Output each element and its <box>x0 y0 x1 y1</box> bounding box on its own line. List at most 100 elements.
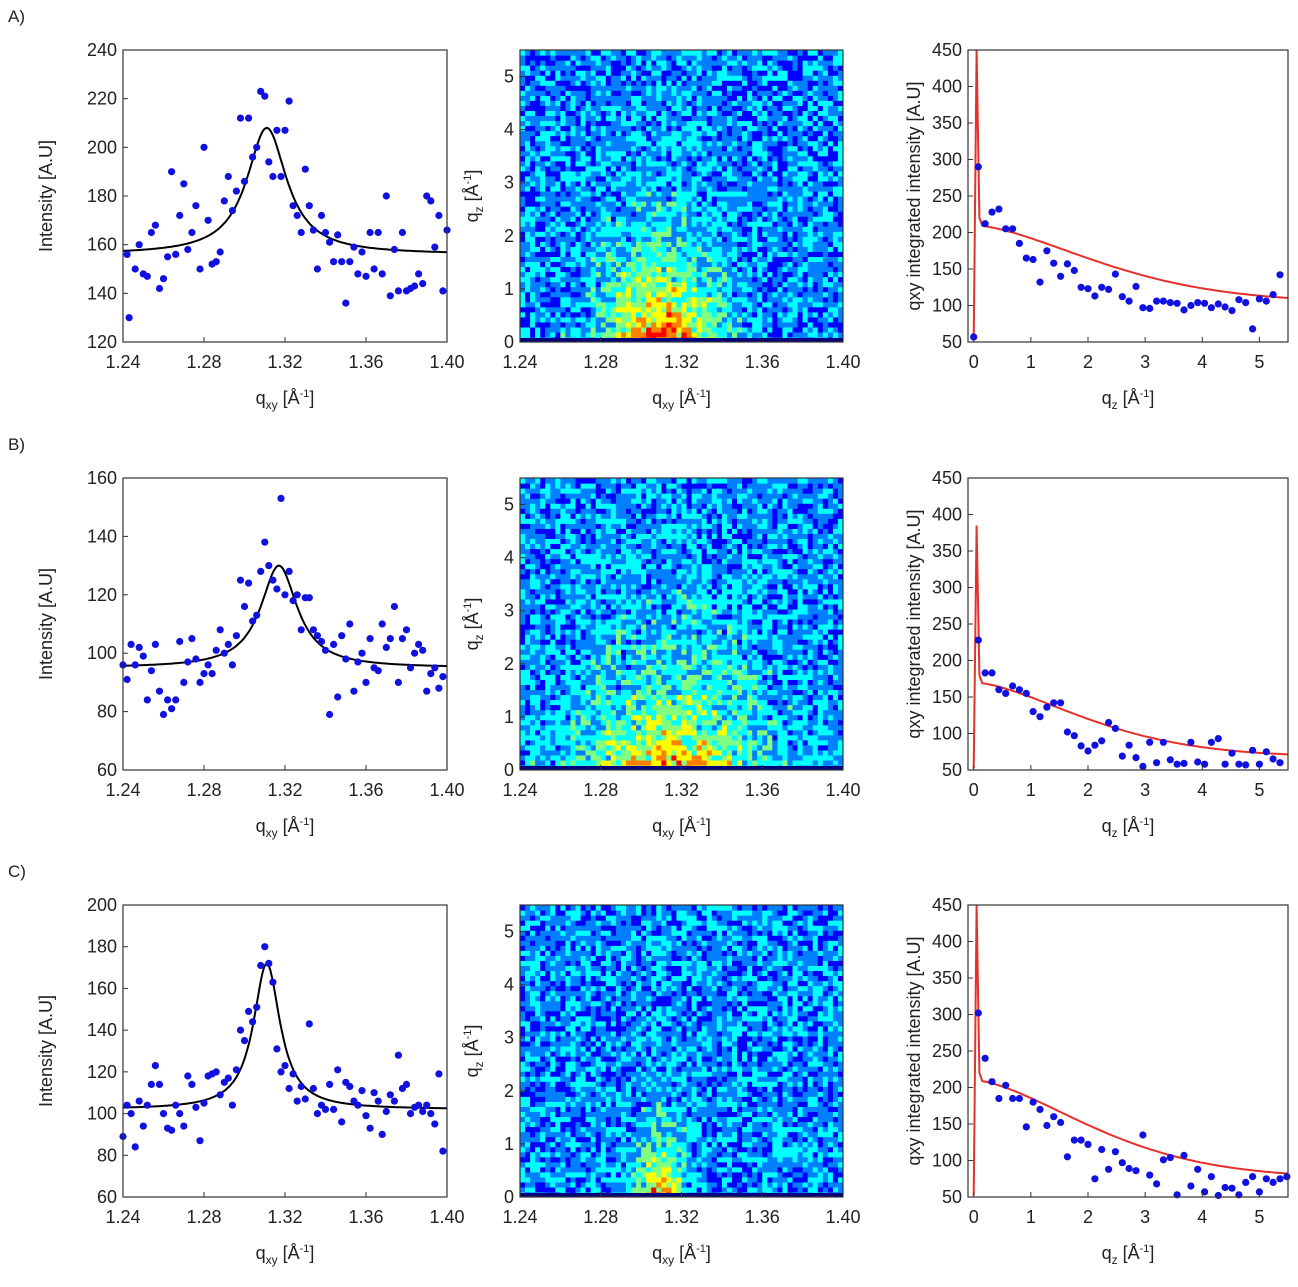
heatmap-cell <box>631 201 637 207</box>
heatmap-cell <box>802 105 809 112</box>
heatmap-cell <box>565 488 572 494</box>
heatmap-cell <box>520 281 526 288</box>
heatmap-cell <box>555 130 561 137</box>
heatmap-cell <box>797 201 804 207</box>
heatmap-cell <box>686 50 693 56</box>
heatmap-cell <box>545 115 551 122</box>
heatmap-cell <box>535 759 541 766</box>
heatmap-cell <box>797 316 804 323</box>
heatmap-cell <box>550 246 556 252</box>
data-point <box>1105 285 1113 293</box>
heatmap-cell <box>737 246 743 252</box>
heatmap-cell <box>525 226 531 232</box>
heatmap-cell <box>570 105 577 112</box>
heatmap-cell <box>535 145 541 152</box>
heatmap-cell <box>615 296 622 303</box>
heatmap-cell <box>747 105 753 112</box>
heatmap-cell <box>535 211 541 217</box>
heatmap-cell <box>565 729 572 736</box>
x-tick-label: 1.40 <box>429 352 464 372</box>
heatmap-cell <box>711 196 718 202</box>
heatmap-cell <box>530 286 536 293</box>
heatmap-cell <box>525 568 531 575</box>
heatmap-cell <box>752 85 758 91</box>
heatmap-cell <box>555 140 561 147</box>
heatmap-cell <box>530 493 536 499</box>
heatmap-cell <box>837 306 843 313</box>
heatmap-cell <box>575 669 582 675</box>
heatmap-cell <box>620 216 627 222</box>
heatmap-cell <box>716 241 723 247</box>
heatmap-cell <box>666 145 673 152</box>
heatmap-cell <box>565 241 572 247</box>
heatmap-cell <box>585 699 592 706</box>
heatmap-cell <box>706 110 713 117</box>
heatmap-cell <box>520 90 526 96</box>
heatmap-cell <box>530 543 536 550</box>
heatmap-cell <box>625 75 632 81</box>
heatmap-cell <box>535 115 541 122</box>
data-point <box>1009 225 1017 233</box>
heatmap-cell <box>767 165 773 172</box>
heatmap-cell <box>575 568 582 575</box>
heatmap-cell <box>686 65 693 71</box>
heatmap-cell <box>525 654 531 660</box>
heatmap-cell <box>772 120 778 127</box>
heatmap-cell <box>560 588 567 595</box>
data-point <box>1228 307 1236 315</box>
heatmap-cell <box>817 50 824 56</box>
heatmap-cell <box>676 85 683 91</box>
heatmap-cell <box>817 256 824 263</box>
heatmap-cell <box>797 75 804 81</box>
heatmap-cell <box>792 135 799 142</box>
heatmap-cell <box>636 276 642 283</box>
heatmap-cell <box>595 694 602 701</box>
heatmap-cell <box>792 60 799 66</box>
heatmap-cell <box>535 588 541 595</box>
heatmap-cell <box>762 316 768 323</box>
heatmap-cell <box>691 90 698 96</box>
heatmap-cell <box>530 573 536 580</box>
heatmap-cell <box>802 251 809 258</box>
heatmap-cell <box>787 155 794 162</box>
heatmap-cell <box>530 226 536 232</box>
heatmap-cell <box>807 160 814 167</box>
heatmap-cell <box>837 286 843 293</box>
heatmap-cell <box>676 165 683 172</box>
heatmap-cell <box>600 105 607 112</box>
heatmap-cell <box>837 145 843 152</box>
heatmap-cell <box>610 155 617 162</box>
heatmap-cell <box>817 125 824 132</box>
heatmap-cell <box>625 85 632 91</box>
heatmap-cell <box>681 231 688 237</box>
heatmap-cell <box>812 326 819 333</box>
heatmap-cell <box>631 85 637 91</box>
heatmap-cell <box>757 130 763 137</box>
heatmap-cell <box>535 321 541 328</box>
heatmap-cell <box>575 190 582 197</box>
heatmap-cell <box>631 266 637 273</box>
heatmap-cell <box>711 120 718 127</box>
heatmap-cell <box>535 709 541 716</box>
heatmap-cell <box>580 578 587 585</box>
heatmap-cell <box>651 55 657 61</box>
heatmap-cell <box>696 190 703 197</box>
heatmap-cell <box>585 115 592 122</box>
heatmap-cell <box>525 135 531 142</box>
heatmap-cell <box>610 311 617 318</box>
y-tick-label: 150 <box>932 259 962 279</box>
heatmap-cell <box>555 704 561 711</box>
heatmap-cell <box>797 50 804 56</box>
heatmap-cell <box>742 105 748 112</box>
heatmap-cell <box>676 226 683 232</box>
data-point <box>330 640 338 649</box>
heatmap-cell <box>812 135 819 142</box>
heatmap-cell <box>550 196 556 202</box>
heatmap-cell <box>560 211 567 217</box>
heatmap-cell <box>540 583 546 590</box>
heatmap-cell <box>777 185 784 192</box>
heatmap-cell <box>671 150 678 157</box>
heatmap-cell <box>767 190 773 197</box>
heatmap-cell <box>555 241 561 247</box>
heatmap-cell <box>540 196 546 202</box>
